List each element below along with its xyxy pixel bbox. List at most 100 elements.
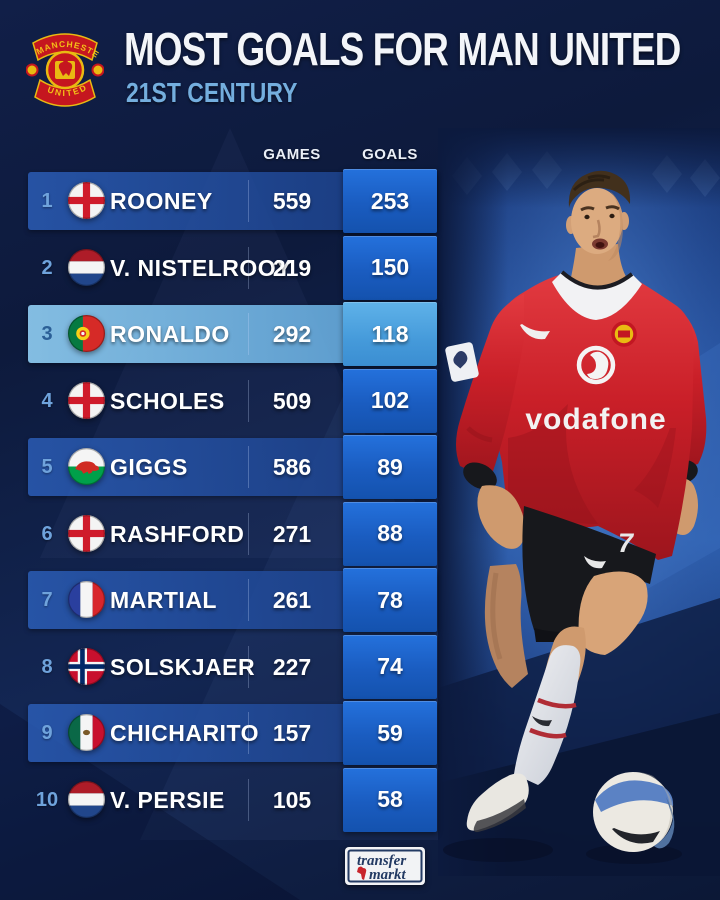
shorts-number: 7 xyxy=(618,528,635,558)
goals-value: 74 xyxy=(377,653,403,679)
nike-swoosh-jersey xyxy=(520,324,550,340)
player-name: V. PERSIE xyxy=(110,786,225,813)
column-divider xyxy=(248,379,249,422)
player-name: GIGGS xyxy=(110,454,188,480)
player-photo-ronaldo: vodafone 7 xyxy=(438,128,720,876)
column-header-goals: GOALS xyxy=(362,146,418,163)
goals-value-box: 88 xyxy=(343,501,437,566)
games-value: 586 xyxy=(272,454,312,480)
table-row: 10 V. PERSIE 105 58 xyxy=(28,767,437,832)
games-value: 261 xyxy=(272,587,312,613)
column-divider xyxy=(248,512,249,555)
goals-value: 253 xyxy=(370,187,410,214)
table-row: 1 ROONEY 559 253 xyxy=(28,169,437,233)
jersey-sponsor-text: vodafone xyxy=(525,403,666,436)
games-value: 105 xyxy=(272,786,312,813)
column-divider xyxy=(248,246,249,289)
player-figure: vodafone 7 xyxy=(443,170,707,864)
games-value: 559 xyxy=(272,188,312,214)
brand-line-2: markt xyxy=(369,867,407,883)
player-name: ROONEY xyxy=(110,188,213,214)
premier-league-sleeve-patch xyxy=(445,342,479,382)
flag-icon-netherlands xyxy=(68,248,105,286)
player-name: RASHFORD xyxy=(110,520,245,547)
club-crest-jersey xyxy=(611,321,637,347)
player-name: RONALDO xyxy=(110,321,230,347)
goals-value: 118 xyxy=(371,320,409,347)
ranking-table: 1 ROONEY 559 253 2 V. NISTELROOY 219 150… xyxy=(28,169,437,837)
goals-value-box: 59 xyxy=(343,701,437,765)
flag-icon-norway xyxy=(68,647,105,685)
page-subtitle: 21ST CENTURY xyxy=(126,77,298,108)
transfermarkt-logo: transfer markt xyxy=(345,847,425,885)
games-value: 157 xyxy=(272,720,312,746)
table-row: 8 SOLSKJAER 227 74 xyxy=(28,634,437,699)
manchester-united-crest-logo: MANCHESTER UNITED xyxy=(26,24,104,107)
column-divider xyxy=(248,446,249,488)
table-row: 9 CHICHARITO 157 59 xyxy=(28,701,437,765)
rank-label: 10 xyxy=(35,788,59,811)
goals-value: 89 xyxy=(377,453,403,480)
column-divider xyxy=(248,712,249,754)
column-header-games: GAMES xyxy=(263,146,321,163)
player-name: SOLSKJAER xyxy=(110,653,256,680)
player-name: MARTIAL xyxy=(110,587,217,613)
page-title: MOST GOALS FOR MAN UNITED xyxy=(124,23,681,75)
column-divider xyxy=(248,579,249,621)
games-value: 271 xyxy=(272,520,312,547)
player-name: SCHOLES xyxy=(110,387,225,414)
flag-icon-france xyxy=(68,581,105,618)
goals-value-box: 58 xyxy=(343,767,437,832)
column-divider xyxy=(248,645,249,688)
flag-icon-wales xyxy=(68,448,105,485)
vodafone-logo xyxy=(576,345,616,385)
table-row: 6 RASHFORD 271 88 xyxy=(28,501,437,566)
goals-value: 88 xyxy=(377,520,403,546)
goals-value-box: 102 xyxy=(343,368,437,433)
flag-icon-portugal xyxy=(68,315,105,352)
column-divider xyxy=(248,313,249,355)
nike-swoosh-ball xyxy=(612,828,660,844)
goals-value-box: 74 xyxy=(343,634,437,699)
goals-value: 102 xyxy=(370,387,410,413)
rank-label: 6 xyxy=(41,522,53,545)
rank-label: 5 xyxy=(41,456,53,478)
rank-label: 8 xyxy=(41,655,53,678)
column-divider xyxy=(248,778,249,821)
flag-icon-mexico xyxy=(68,714,105,751)
goals-value-box: 78 xyxy=(343,568,437,632)
flag-icon-netherlands xyxy=(68,780,105,818)
transfermarkt-devil-icon xyxy=(357,866,367,880)
flag-icon-england xyxy=(68,514,105,552)
brand-line-1: transfer xyxy=(357,853,406,869)
table-row: 7 MARTIAL 261 78 xyxy=(28,568,437,632)
goals-value: 58 xyxy=(377,786,403,812)
goals-value-box: 118 xyxy=(343,302,437,366)
nike-swoosh-shorts xyxy=(584,556,606,569)
table-row: 5 GIGGS 586 89 xyxy=(28,435,437,499)
games-value: 292 xyxy=(272,321,312,347)
table-row: 2 V. NISTELROOY 219 150 xyxy=(28,235,437,300)
goals-value-box: 253 xyxy=(343,169,437,233)
soccer-ball xyxy=(593,771,675,852)
table-row: 3 RONALDO 292 118 xyxy=(28,302,437,366)
goals-value-box: 89 xyxy=(343,435,437,499)
rank-label: 1 xyxy=(41,190,53,212)
nike-swoosh-sock xyxy=(532,716,552,727)
games-value: 227 xyxy=(272,653,312,680)
goals-value: 150 xyxy=(370,254,410,280)
column-divider xyxy=(248,180,249,222)
player-name: V. NISTELROOY xyxy=(110,254,293,281)
rank-label: 4 xyxy=(41,389,53,412)
games-value: 219 xyxy=(272,254,312,281)
goals-value-box: 150 xyxy=(343,235,437,300)
flag-icon-england xyxy=(68,381,105,419)
table-row: 4 SCHOLES 509 102 xyxy=(28,368,437,433)
rank-label: 9 xyxy=(41,722,53,744)
rank-label: 3 xyxy=(41,323,53,345)
games-value: 509 xyxy=(272,387,312,414)
rank-label: 2 xyxy=(41,256,53,279)
goals-value: 78 xyxy=(377,586,403,613)
flag-icon-england xyxy=(68,182,105,219)
